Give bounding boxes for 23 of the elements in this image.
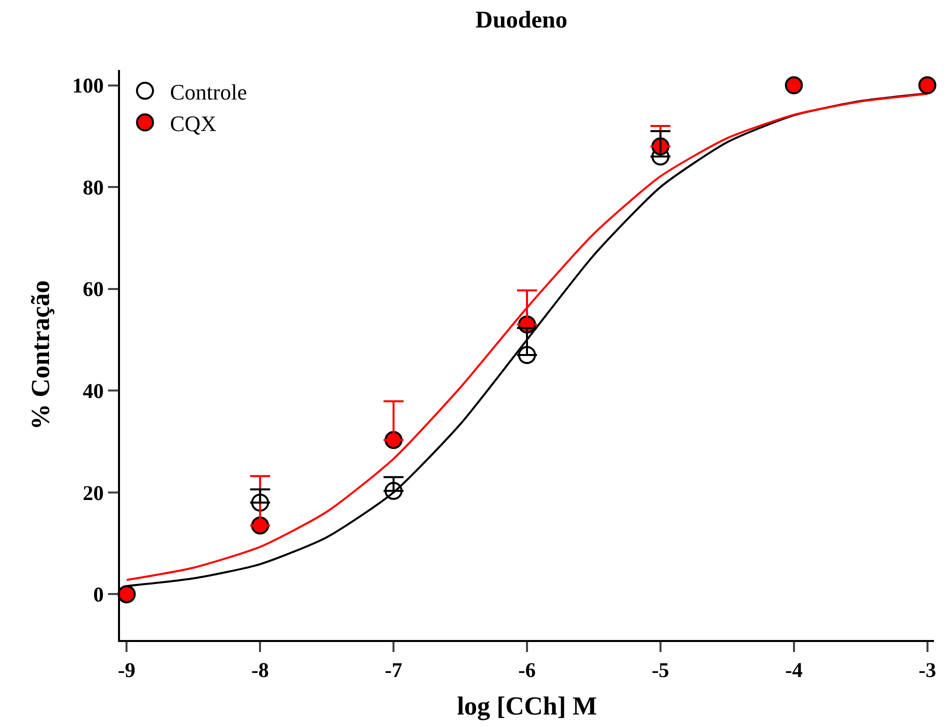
point — [784, 76, 803, 94]
point — [384, 482, 403, 500]
legend-label: Controle — [170, 79, 247, 104]
x-tick-label: -3 — [918, 658, 936, 682]
x-tick-label: -8 — [251, 658, 269, 682]
y-tick-label: 100 — [72, 74, 104, 98]
chart-title: Duodeno — [475, 8, 568, 34]
x-tick-label: -6 — [518, 658, 536, 682]
x-tick-label: -5 — [652, 658, 670, 682]
y-tick-label: 20 — [82, 480, 104, 505]
legend-label: CQX — [170, 110, 217, 136]
y-tick-label: 80 — [82, 175, 104, 200]
x-axis-title: log [CCh] M — [456, 691, 598, 720]
y-tick-label: 40 — [82, 378, 104, 403]
y-tick-label: 60 — [82, 277, 104, 302]
point — [518, 346, 536, 364]
y-axis-title: % Contração — [26, 280, 56, 430]
point — [251, 494, 270, 512]
x-tick-label: -7 — [384, 658, 402, 682]
point — [918, 76, 936, 94]
y-tick-label: 0 — [93, 582, 104, 607]
x-tick-label: -9 — [118, 658, 136, 682]
x-tick-label: -4 — [785, 658, 804, 682]
